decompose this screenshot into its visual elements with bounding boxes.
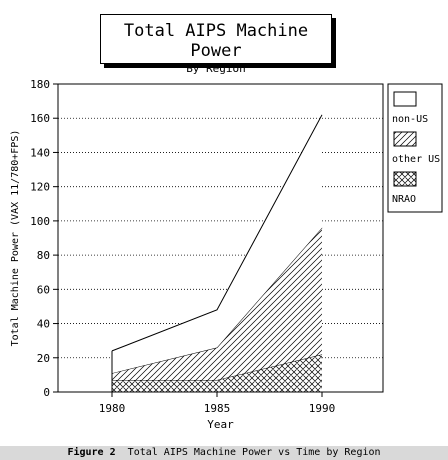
- chart-title: Total AIPS Machine Power: [123, 21, 309, 61]
- legend-label: other US: [392, 154, 440, 165]
- chart-subtitle: By Region: [186, 62, 246, 75]
- area-other-us: [112, 227, 322, 380]
- area-nrao: [112, 354, 322, 392]
- y-tick-label: 80: [37, 249, 50, 262]
- y-tick-label: 160: [30, 112, 50, 125]
- legend-swatch: [393, 131, 417, 147]
- chart-title-box: Total AIPS Machine Power By Region: [100, 14, 332, 75]
- legend-label: NRAO: [392, 194, 416, 205]
- area-non-us: [112, 114, 322, 374]
- figure-caption-text: Total AIPS Machine Power vs Time by Regi…: [127, 447, 381, 458]
- plot-areas: [111, 114, 323, 392]
- x-axis-label: Year: [207, 418, 234, 431]
- area-edge-non-us: [111, 114, 323, 352]
- y-tick-label: 60: [37, 283, 50, 296]
- legend-label: non-US: [392, 114, 428, 125]
- x-tick-label: 1980: [99, 402, 126, 415]
- x-tick-label: 1990: [309, 402, 336, 415]
- legend-swatch: [393, 171, 417, 187]
- y-tick-label: 40: [37, 318, 50, 331]
- legend: non-US other US NRAO: [387, 83, 443, 213]
- y-tick-label: 0: [43, 386, 50, 399]
- y-tick-label: 100: [30, 215, 50, 228]
- x-tick-label: 1985: [204, 402, 231, 415]
- y-axis-label: Total Machine Power (VAX 11/780+FPS): [10, 130, 21, 347]
- y-tick-label: 180: [30, 78, 50, 91]
- plot-frame: [57, 83, 384, 393]
- axes: 0 20 40 60 80 100 120 140 160 180 1980 1985 1990 Year…: [10, 78, 384, 431]
- y-tick-label: 120: [30, 181, 50, 194]
- figure-caption: Figure 2 Total AIPS Machine Power vs Tim…: [0, 446, 448, 460]
- y-tick-label: 20: [37, 352, 50, 365]
- legend-swatch: [393, 91, 417, 107]
- figure-caption-label: Figure 2: [67, 447, 116, 458]
- y-tick-label: 140: [30, 146, 50, 159]
